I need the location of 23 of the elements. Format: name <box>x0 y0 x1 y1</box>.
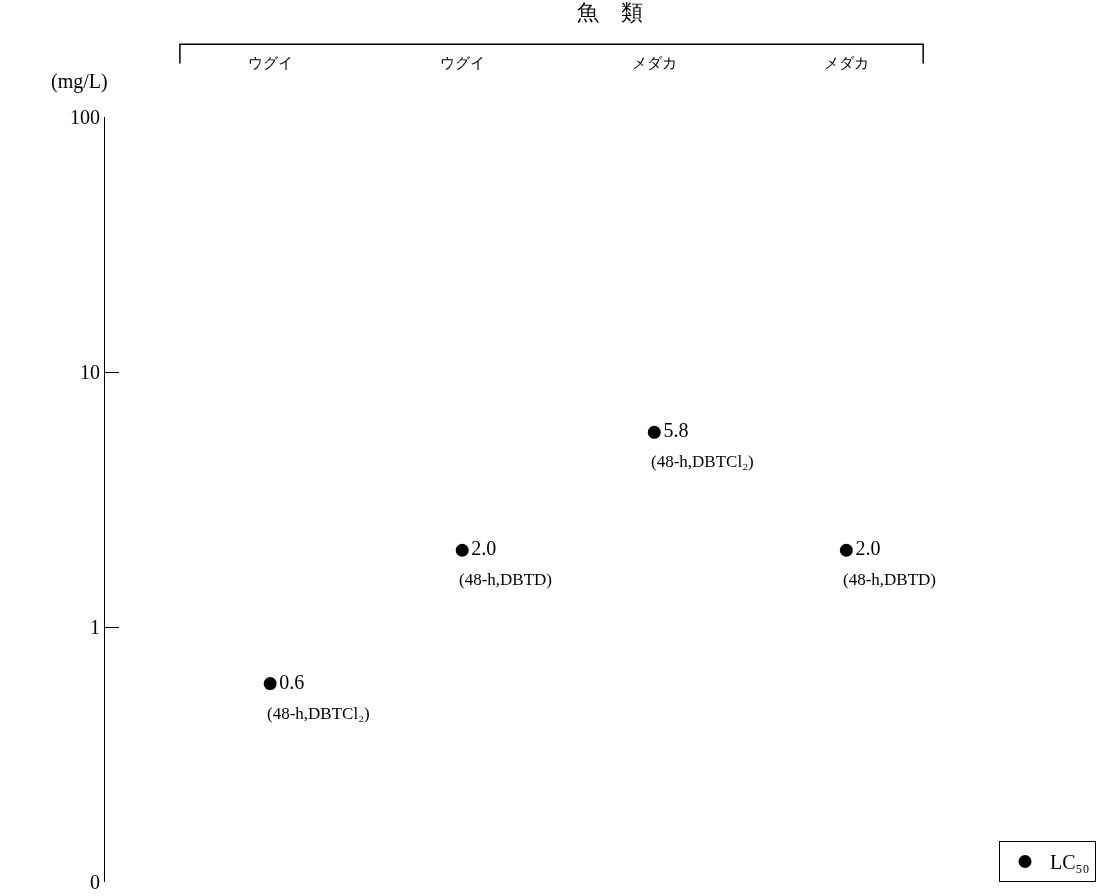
x-tick-label: メダカ <box>631 54 677 72</box>
point <box>263 677 277 691</box>
y-tick-label: 10 <box>80 361 100 383</box>
x-tick-label: メダカ <box>823 54 869 72</box>
data-label: 0.6 <box>279 670 305 693</box>
legend-label: LC₅₀ <box>1050 851 1090 874</box>
annotation: (48-h,DBTCl₂) <box>267 704 370 723</box>
point <box>455 543 469 557</box>
annotation: (48-h,DBTCl₂) <box>651 452 754 471</box>
y-tick-label: 1 <box>90 616 100 638</box>
y-tick-label: 0 <box>90 871 100 893</box>
x-tick-label: ウグイ <box>439 54 485 72</box>
point <box>839 543 853 557</box>
annotation: (48-h,DBTD) <box>459 570 553 589</box>
data-label: 5.8 <box>663 419 689 442</box>
data-label: 2.0 <box>471 537 497 560</box>
x-tick-label: ウグイ <box>247 54 293 72</box>
y-axis-title: (mg/L) <box>51 70 108 93</box>
y-tick-label: 100 <box>70 106 100 128</box>
point <box>647 425 661 439</box>
annotation: (48-h,DBTD) <box>843 570 937 589</box>
chart-title: 魚 類 <box>576 0 643 25</box>
data-label: 2.0 <box>855 537 881 560</box>
